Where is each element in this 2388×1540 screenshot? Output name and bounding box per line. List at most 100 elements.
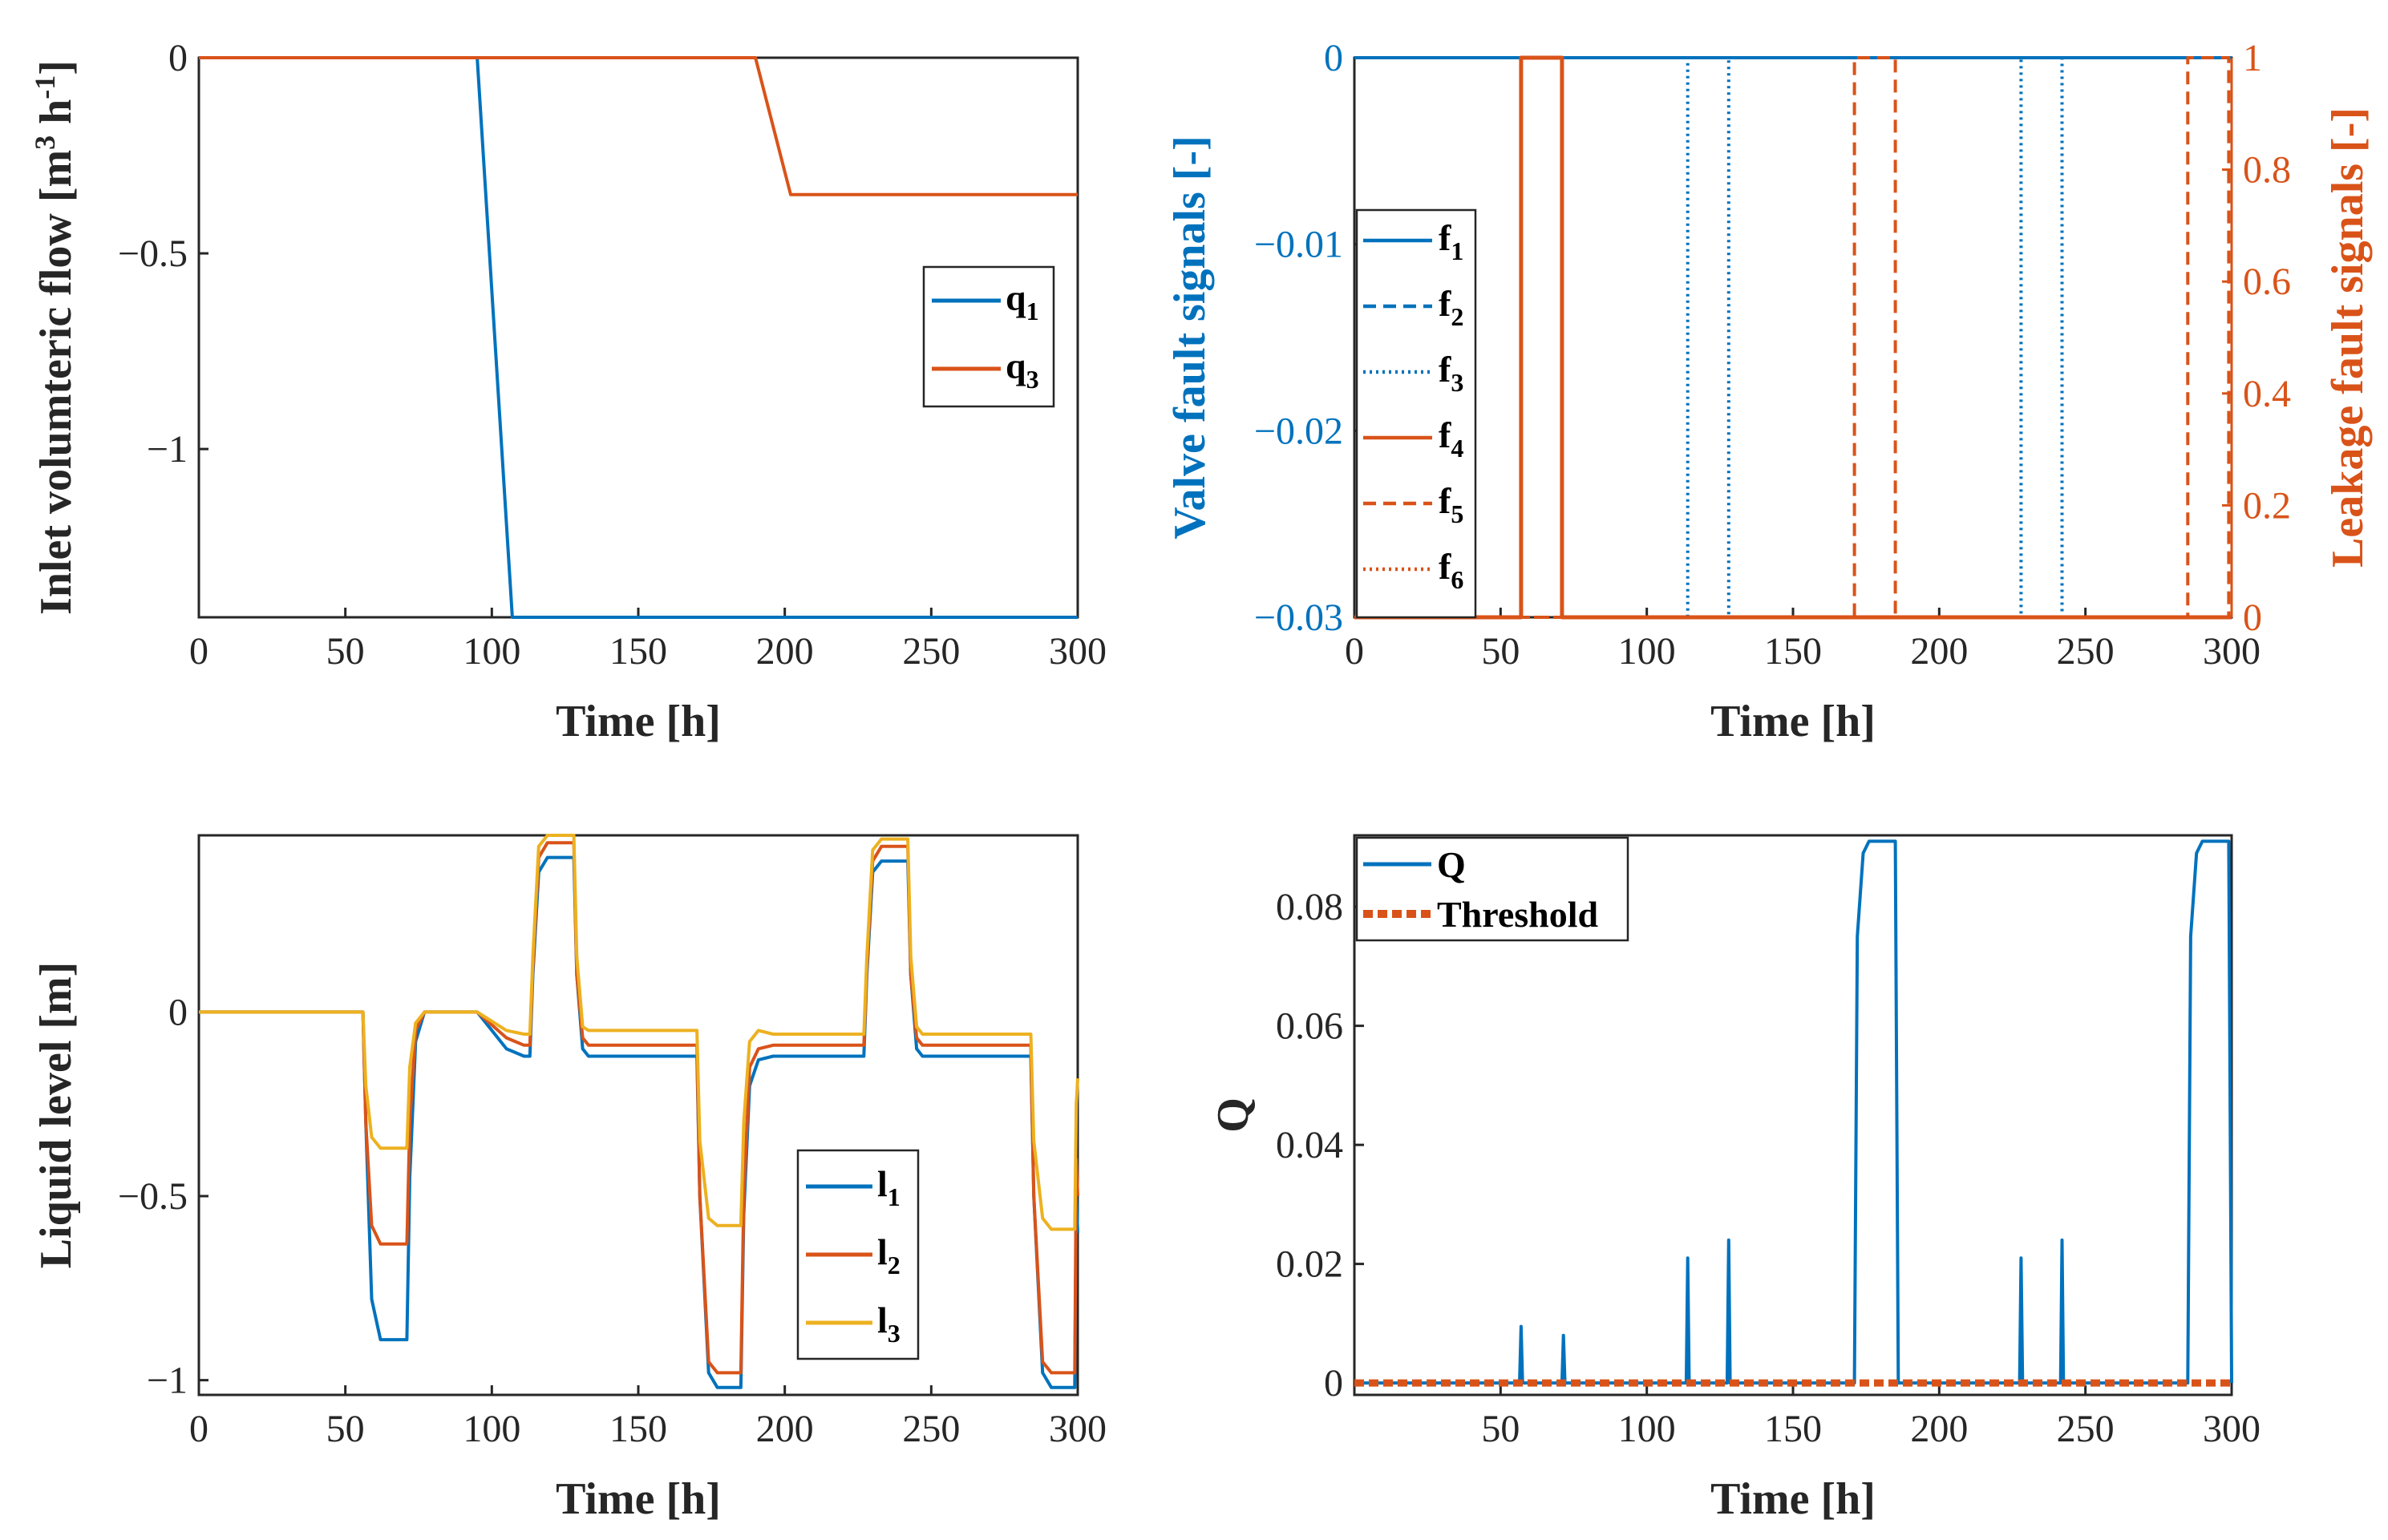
legend-label-l1: l1 — [877, 1163, 901, 1211]
legend-label-f3: f3 — [1439, 349, 1463, 397]
x-tick-label: 100 — [1618, 630, 1676, 673]
y-right-tick-label: 1 — [2243, 37, 2262, 79]
x-tick-label: 300 — [2203, 630, 2261, 673]
y-axis-label-left: Valve fault signals [-] — [1165, 135, 1215, 540]
x-tick-label: 100 — [463, 630, 520, 673]
x-tick-label: 0 — [1345, 630, 1364, 673]
x-tick-label: 150 — [609, 630, 667, 673]
x-axis-label: Time [h] — [556, 697, 721, 746]
y-tick-label: 0.06 — [1276, 1005, 1343, 1048]
panel-liquid-level: 0 50 100 150 200 250 300 −1 −0.5 0 Time [h] Liqu… — [31, 834, 1107, 1524]
panel-q-statistic: 50 100 150 200 250 300 0 0.02 0.04 0.06 0.08 Time… — [1208, 834, 2261, 1524]
legend-label-q1: q1 — [1006, 277, 1039, 325]
legend-box — [922, 265, 1055, 408]
legend-label-sub: 3 — [1451, 368, 1463, 397]
legend-label-q1-main: q — [1006, 277, 1026, 318]
legend-label-q: Q — [1437, 844, 1466, 885]
legend-label-q3-main: q — [1006, 346, 1026, 386]
x-tick-label: 50 — [326, 630, 365, 673]
y-axis-label: Liquid level [m] — [31, 962, 81, 1269]
legend-label-q3: q3 — [1006, 346, 1039, 394]
series-line-q — [1354, 839, 2233, 1385]
legend-label-sub: 5 — [1451, 499, 1463, 528]
legend-label-main: f — [1439, 283, 1451, 324]
legend-label-l1-sub: 1 — [888, 1182, 901, 1211]
plot-lines — [1354, 55, 2232, 620]
legend-label-f5: f5 — [1439, 480, 1463, 528]
x-tick-label: 200 — [1910, 1408, 1968, 1450]
series-line-f4 — [1354, 55, 2232, 620]
x-axis-label: Time [h] — [1710, 1474, 1876, 1524]
legend-label-sub: 6 — [1451, 565, 1463, 594]
x-tick-label: 300 — [1049, 630, 1107, 673]
x-axis: 0 50 100 150 200 250 300 — [189, 608, 1107, 673]
x-tick-label: 100 — [463, 1408, 520, 1450]
x-tick-label: 150 — [1764, 630, 1822, 673]
y-tick-label: −0.03 — [1254, 596, 1343, 639]
x-tick-label: 250 — [902, 630, 960, 673]
y-tick-label: −0.5 — [118, 1175, 188, 1218]
x-tick-label: 250 — [902, 1408, 960, 1450]
legend-label-sub: 1 — [1451, 236, 1463, 265]
legend-label-main: f — [1439, 480, 1451, 521]
x-tick-label: 50 — [326, 1408, 365, 1450]
x-tick-label: 300 — [2203, 1408, 2261, 1450]
y-axis-label-part2: h — [31, 99, 81, 135]
x-tick-label: 150 — [609, 1408, 667, 1450]
x-axis: 0 50 100 150 200 250 300 — [189, 1385, 1107, 1450]
y-tick-label: −1 — [147, 428, 188, 471]
legend-label-l3: l3 — [877, 1300, 901, 1348]
legend-label-main: f — [1439, 217, 1451, 258]
x-tick-label: 200 — [756, 630, 814, 673]
legend-label-main: f — [1439, 414, 1451, 455]
plot-lines — [199, 56, 1078, 619]
y-axis-label-part1: Inlet volumteric flow [m — [31, 150, 81, 615]
x-axis: 50 100 150 200 250 300 — [1481, 1385, 2261, 1450]
y-tick-label: −1 — [147, 1360, 188, 1402]
x-tick-label: 100 — [1618, 1408, 1676, 1450]
plot-lines — [199, 834, 1079, 1389]
legend-label-sub: 2 — [1451, 302, 1463, 331]
y-axis-label: Inlet volumteric flow [m3 h-1] — [29, 60, 81, 615]
legend-label-l2-sub: 2 — [888, 1251, 901, 1279]
y-tick-label: 0.02 — [1276, 1243, 1343, 1286]
x-tick-label: 0 — [189, 1408, 208, 1450]
x-tick-label: 50 — [1481, 1408, 1520, 1450]
legend-label-l2: l2 — [877, 1231, 901, 1279]
y-right-tick-label: 0.8 — [2243, 149, 2291, 192]
y-axis: −1 −0.5 0 — [118, 37, 208, 471]
y-tick-label: 0 — [168, 991, 188, 1033]
y-axis-label-right: Leakage fault signals [-] — [2323, 107, 2373, 568]
x-tick-label: 250 — [2057, 630, 2115, 673]
y-tick-label: −0.01 — [1254, 224, 1343, 266]
legend-label-l1-main: l — [877, 1163, 888, 1204]
y-axis-label-part3: ] — [31, 60, 81, 75]
y-tick-label: 0.04 — [1276, 1124, 1343, 1166]
y-tick-label: 0 — [168, 37, 188, 79]
legend-label-l3-main: l — [877, 1300, 888, 1340]
legend-label-q1-sub: 1 — [1026, 297, 1039, 325]
panel-inlet-flow: 0 50 100 150 200 250 300 −1 −0.5 0 Time [h] Inle… — [29, 37, 1107, 746]
x-tick-label: 50 — [1481, 630, 1520, 673]
y-right-tick-label: 0.4 — [2243, 373, 2291, 415]
x-axis-label: Time [h] — [1710, 697, 1876, 746]
panel-fault-signals: 0 50 100 150 200 250 300 −0.03 −0.02 −0.01 0 0 0.2… — [1165, 37, 2373, 746]
legend: Q Threshold — [1355, 836, 1629, 942]
legend-label-q3-sub: 3 — [1026, 365, 1039, 394]
x-tick-label: 300 — [1049, 1408, 1107, 1450]
series-line-l2 — [199, 841, 1079, 1375]
y-axis-label-sup1: 3 — [29, 135, 61, 150]
y-axis: −1 −0.5 0 — [118, 991, 208, 1402]
y-tick-label: 0.08 — [1276, 886, 1343, 928]
legend-label-f4: f4 — [1439, 414, 1463, 463]
legend: q1 q3 — [922, 265, 1055, 408]
legend-label-threshold: Threshold — [1437, 894, 1599, 935]
y-axis: 0 0.02 0.04 0.06 0.08 — [1276, 886, 1364, 1405]
y-tick-label: 0 — [1324, 37, 1343, 79]
legend-label-f1: f1 — [1439, 217, 1463, 265]
x-tick-label: 150 — [1764, 1408, 1822, 1450]
y-axis-label: Q — [1208, 1097, 1258, 1133]
x-tick-label: 200 — [756, 1408, 814, 1450]
series-line-l3 — [199, 834, 1079, 1231]
